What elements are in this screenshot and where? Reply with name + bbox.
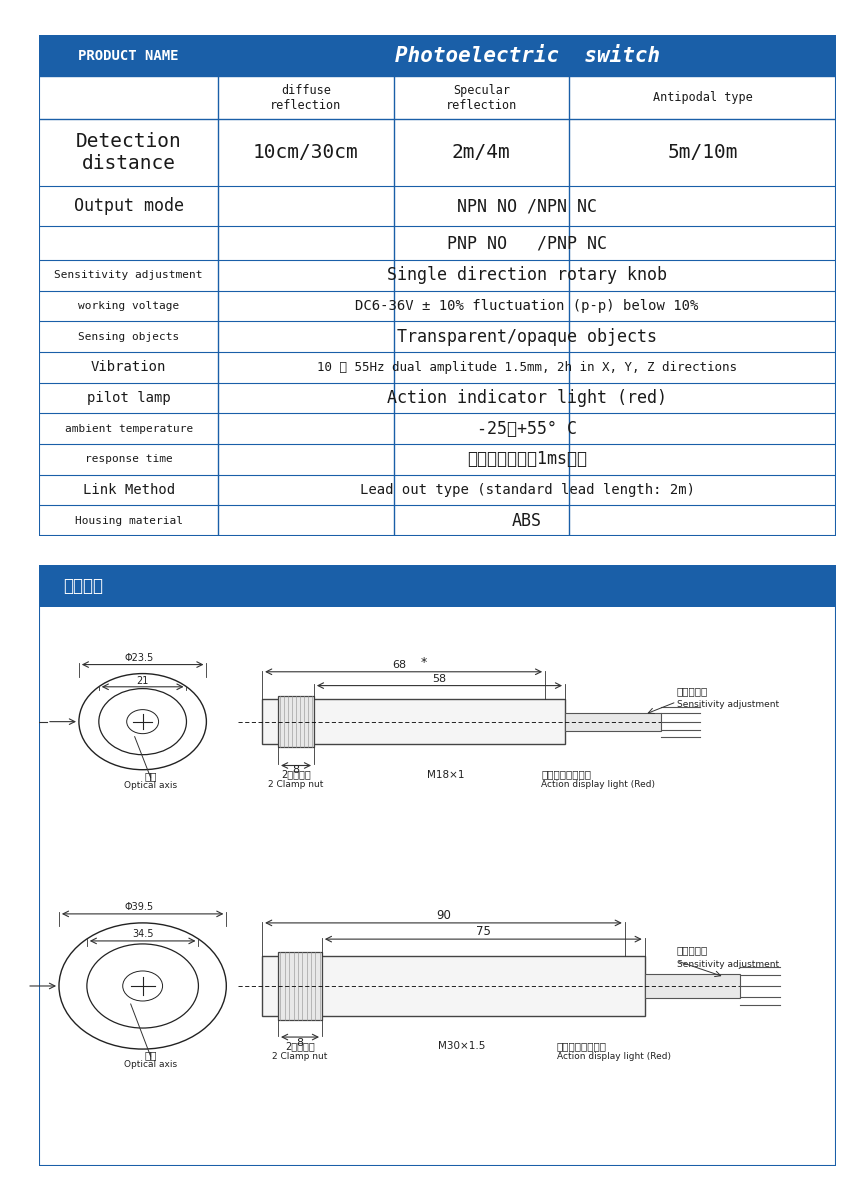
Text: Specular
reflection: Specular reflection (445, 84, 517, 112)
Text: working voltage: working voltage (78, 302, 180, 311)
Text: Transparent/opaque objects: Transparent/opaque objects (398, 327, 657, 345)
Text: Detection
distance: Detection distance (76, 132, 181, 173)
Text: 光轴: 光轴 (144, 1050, 157, 1060)
Text: 灵敏度调节: 灵敏度调节 (676, 945, 707, 955)
Text: ambient temperature: ambient temperature (64, 424, 193, 434)
Text: 动作显示灯（红）: 动作显示灯（红） (541, 769, 591, 780)
Text: Action display light (Red): Action display light (Red) (557, 1052, 671, 1061)
Text: 动作、复位：各1ms以下: 动作、复位：各1ms以下 (467, 450, 587, 469)
Text: ABS: ABS (512, 511, 542, 530)
Text: M18×1: M18×1 (427, 769, 464, 780)
Text: DC6-36V ± 10% fluctuation (p-p) below 10%: DC6-36V ± 10% fluctuation (p-p) below 10… (355, 299, 699, 313)
Text: Optical axis: Optical axis (124, 781, 177, 789)
Text: Φ23.5: Φ23.5 (124, 653, 154, 663)
Text: Optical axis: Optical axis (124, 1060, 177, 1070)
Text: 2 Clamp nut: 2 Clamp nut (273, 1052, 328, 1061)
Text: PNP NO   /PNP NC: PNP NO /PNP NC (447, 234, 607, 252)
Text: *: * (420, 656, 427, 669)
Bar (278, 952, 322, 1020)
Text: 2 Clamp nut: 2 Clamp nut (268, 780, 324, 788)
Text: 8: 8 (297, 1038, 304, 1048)
Text: Output mode: Output mode (74, 198, 184, 216)
Text: -25～+55° C: -25～+55° C (477, 419, 577, 438)
Text: 2紧固螺母: 2紧固螺母 (281, 769, 311, 780)
Text: 产品尺寸: 产品尺寸 (63, 577, 103, 595)
Text: 8: 8 (293, 766, 299, 775)
Text: 10cm/30cm: 10cm/30cm (253, 144, 358, 163)
Text: 2m/4m: 2m/4m (452, 144, 510, 163)
Text: 5m/10m: 5m/10m (667, 144, 738, 163)
Text: Φ39.5: Φ39.5 (124, 902, 154, 912)
Text: M30×1.5: M30×1.5 (437, 1041, 485, 1051)
Text: response time: response time (85, 455, 173, 464)
Text: 90: 90 (436, 908, 450, 921)
Bar (39, 35, 836, 77)
Text: Single direction rotary knob: Single direction rotary knob (387, 266, 667, 284)
Text: Sensitivity adjustment: Sensitivity adjustment (676, 960, 779, 968)
Text: Sensitivity adjustment: Sensitivity adjustment (55, 270, 203, 280)
Text: NPN NO /NPN NC: NPN NO /NPN NC (457, 198, 597, 216)
Text: Lead out type (standard lead length: 2m): Lead out type (standard lead length: 2m) (359, 483, 694, 497)
Text: 21: 21 (136, 676, 148, 686)
Text: Antipodal type: Antipodal type (653, 91, 753, 104)
Bar (278, 696, 314, 748)
Text: 34.5: 34.5 (132, 929, 154, 939)
Text: PRODUCT NAME: PRODUCT NAME (78, 48, 179, 62)
Text: Sensing objects: Sensing objects (78, 332, 180, 342)
Text: Housing material: Housing material (75, 516, 182, 525)
Text: Action display light (Red): Action display light (Red) (541, 780, 655, 788)
Text: Sensitivity adjustment: Sensitivity adjustment (676, 700, 779, 709)
Text: 2紧固螺母: 2紧固螺母 (286, 1041, 315, 1051)
Text: diffuse
reflection: diffuse reflection (270, 84, 342, 112)
Bar (39, 565, 836, 608)
Text: 10 ～ 55Hz dual amplitude 1.5mm, 2h in X, Y, Z directions: 10 ～ 55Hz dual amplitude 1.5mm, 2h in X,… (317, 360, 737, 373)
Bar (262, 699, 565, 744)
Bar (262, 955, 645, 1015)
Bar (565, 713, 661, 730)
Text: Link Method: Link Method (82, 483, 174, 497)
Text: Vibration: Vibration (91, 360, 167, 375)
Text: pilot lamp: pilot lamp (87, 391, 171, 405)
Text: Photoelectric  switch: Photoelectric switch (395, 46, 660, 66)
Text: 75: 75 (476, 925, 490, 938)
Text: 动作显示灯（红）: 动作显示灯（红） (557, 1041, 607, 1051)
Text: 68: 68 (392, 660, 407, 670)
Text: Action indicator light (red): Action indicator light (red) (387, 389, 667, 406)
Text: 灵敏度调节: 灵敏度调节 (676, 687, 707, 696)
Text: 58: 58 (432, 674, 446, 684)
Bar (645, 974, 740, 998)
Text: 光轴: 光轴 (144, 770, 157, 781)
